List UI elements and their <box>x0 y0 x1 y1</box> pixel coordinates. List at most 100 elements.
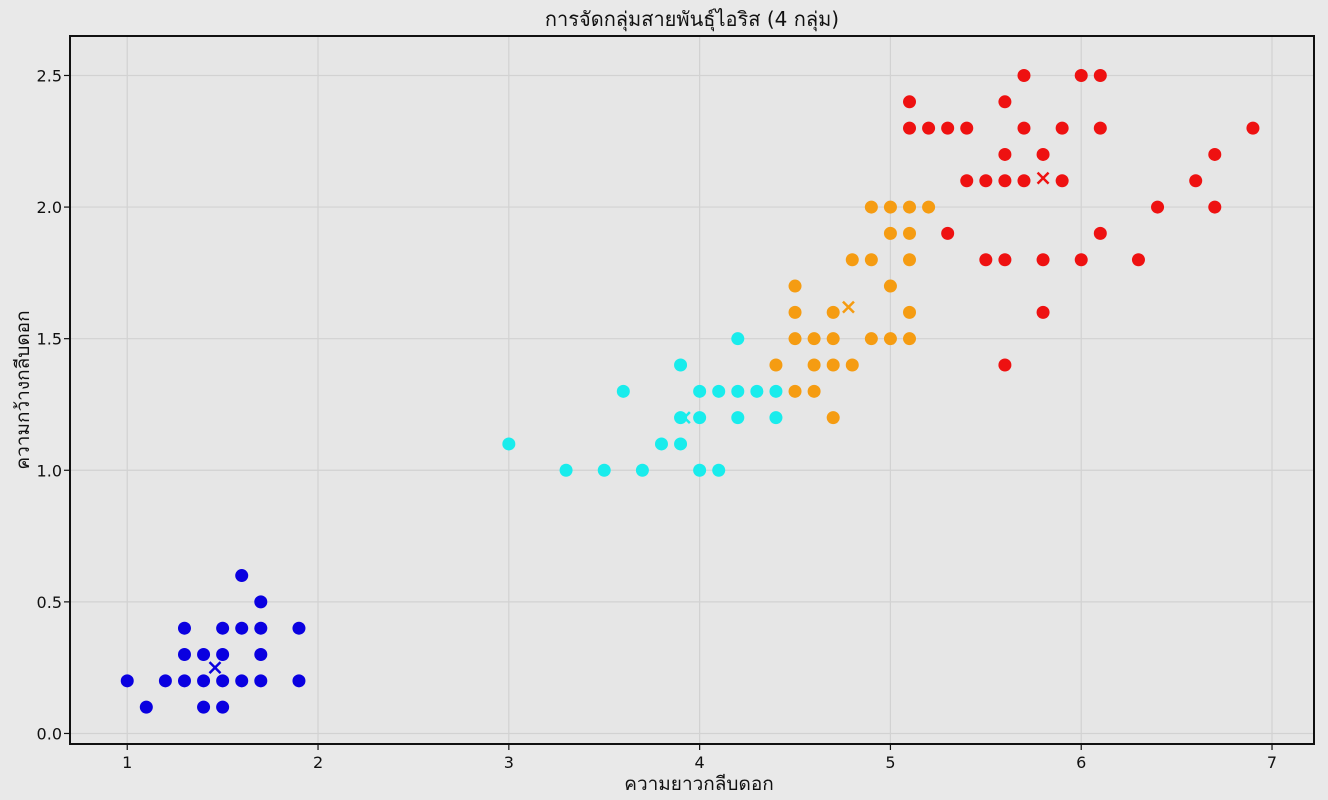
data-point <box>864 253 878 267</box>
y-tick-label: 2.5 <box>37 66 62 85</box>
data-point <box>903 226 917 240</box>
data-point <box>292 674 306 688</box>
data-point <box>216 700 230 714</box>
data-point <box>635 463 649 477</box>
chart-title: การจัดกลุ่มสายพันธุ์ไอริส (4 กลุ่ม) <box>545 7 839 32</box>
data-point <box>177 621 191 635</box>
y-axis-title: ความกว้างกลีบดอก <box>12 310 34 469</box>
data-point <box>177 674 191 688</box>
data-point <box>979 174 993 188</box>
centroid-stroke <box>208 661 222 675</box>
plot-area <box>70 36 1314 744</box>
data-point <box>216 674 230 688</box>
data-point <box>1017 68 1031 82</box>
data-point <box>731 411 745 425</box>
data-point <box>1036 147 1050 161</box>
data-point <box>960 121 974 135</box>
data-point <box>826 411 840 425</box>
data-point <box>597 463 611 477</box>
data-point <box>139 700 153 714</box>
data-point <box>1036 253 1050 267</box>
data-point <box>903 95 917 109</box>
data-point <box>254 595 268 609</box>
y-tick-label: 0.0 <box>37 724 62 743</box>
data-point <box>769 384 783 398</box>
x-tick-label: 3 <box>504 753 514 772</box>
data-point <box>254 648 268 662</box>
data-point <box>903 121 917 135</box>
data-point <box>120 674 134 688</box>
data-point <box>883 200 897 214</box>
data-point <box>769 358 783 372</box>
data-point <box>998 358 1012 372</box>
data-point <box>788 305 802 319</box>
data-point <box>922 200 936 214</box>
y-tick-label: 2.0 <box>37 198 62 217</box>
data-point <box>712 384 726 398</box>
data-point <box>826 305 840 319</box>
data-point <box>235 621 249 635</box>
data-point <box>922 121 936 135</box>
data-point <box>903 332 917 346</box>
data-point <box>998 253 1012 267</box>
data-point <box>674 358 688 372</box>
data-point <box>693 411 707 425</box>
data-point <box>254 674 268 688</box>
data-point <box>1246 121 1260 135</box>
x-tick-label: 5 <box>885 753 895 772</box>
centroid-marker <box>1036 171 1050 185</box>
data-point <box>903 200 917 214</box>
data-point <box>177 648 191 662</box>
data-point <box>769 411 783 425</box>
data-point <box>864 200 878 214</box>
data-point <box>1055 121 1069 135</box>
data-point <box>693 384 707 398</box>
y-axis-ticks: 0.0 0.5 1.0 1.5 2.0 2.5 <box>37 66 70 743</box>
cluster-2 <box>502 332 783 477</box>
data-point <box>197 700 211 714</box>
data-point <box>845 358 859 372</box>
x-tick-label: 4 <box>695 753 705 772</box>
data-point <box>197 674 211 688</box>
data-point <box>1093 121 1107 135</box>
data-point <box>960 174 974 188</box>
data-point <box>1036 305 1050 319</box>
data-point <box>998 147 1012 161</box>
x-tick-label: 6 <box>1076 753 1086 772</box>
data-point <box>807 384 821 398</box>
cluster-4 <box>903 68 1260 372</box>
data-point <box>998 174 1012 188</box>
data-point <box>654 437 668 451</box>
x-tick-label: 2 <box>313 753 323 772</box>
data-point <box>1208 200 1222 214</box>
data-point <box>235 569 249 583</box>
data-point <box>1093 68 1107 82</box>
data-point <box>883 279 897 293</box>
data-point <box>1055 174 1069 188</box>
data-point <box>712 463 726 477</box>
data-point <box>1151 200 1165 214</box>
data-point <box>1131 253 1145 267</box>
data-point <box>903 305 917 319</box>
data-point <box>826 358 840 372</box>
cluster-3 <box>769 200 936 425</box>
data-points <box>120 68 1260 714</box>
cluster-1 <box>120 569 306 714</box>
data-point <box>788 279 802 293</box>
centroid-stroke <box>1036 171 1050 185</box>
data-point <box>1208 147 1222 161</box>
data-point <box>979 253 993 267</box>
data-point <box>731 384 745 398</box>
centroid-stroke <box>677 411 691 425</box>
data-point <box>1017 174 1031 188</box>
x-axis-title: ความยาวกลีบดอก <box>624 773 774 795</box>
data-point <box>674 437 688 451</box>
data-point <box>254 621 268 635</box>
centroid-stroke <box>842 300 855 314</box>
data-point <box>788 332 802 346</box>
y-tick-label: 0.5 <box>37 593 62 612</box>
data-point <box>1074 68 1088 82</box>
data-point <box>559 463 573 477</box>
